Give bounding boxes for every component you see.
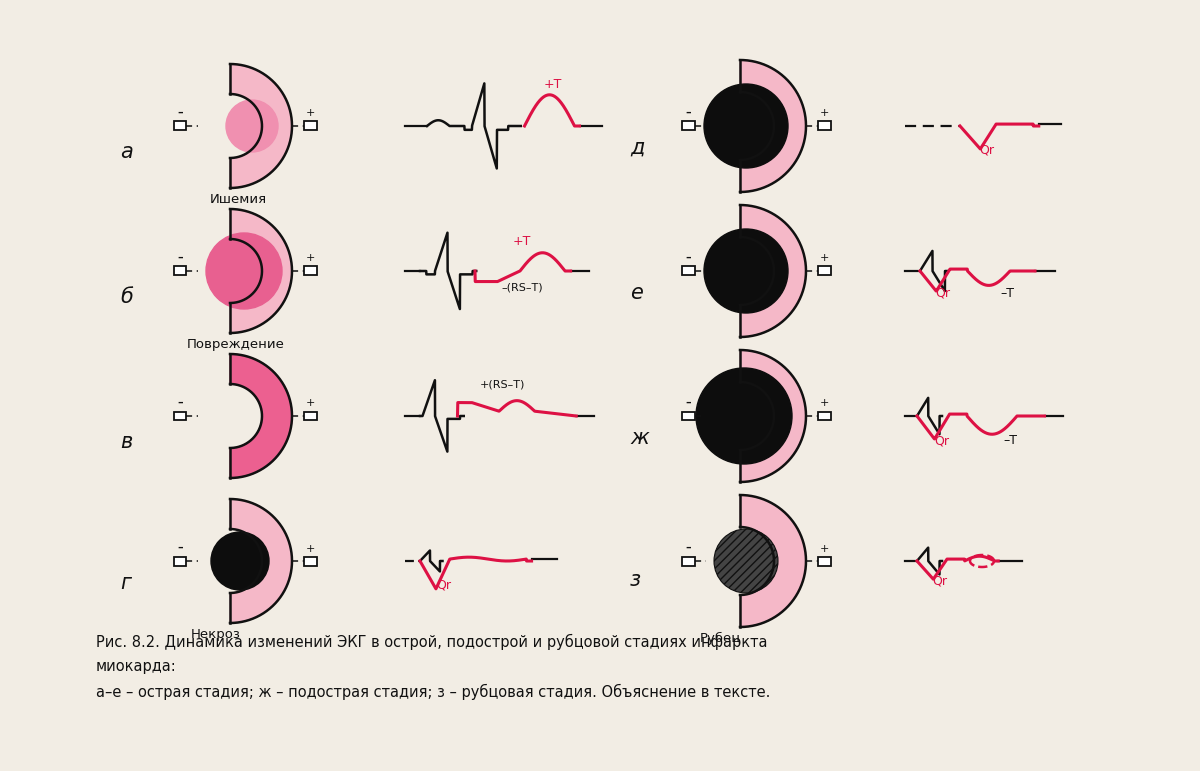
Circle shape [714,529,778,593]
Text: з: з [630,570,641,590]
Text: Qr: Qr [935,287,950,300]
Circle shape [696,368,792,464]
Text: б: б [120,287,133,307]
Circle shape [211,532,269,590]
Text: +: + [305,399,314,409]
FancyBboxPatch shape [817,122,830,130]
Text: г: г [120,573,131,593]
Text: +: + [305,544,314,554]
Polygon shape [740,495,806,627]
Text: Qr: Qr [436,579,451,592]
FancyBboxPatch shape [817,412,830,420]
FancyBboxPatch shape [174,557,186,565]
Text: Ишемия: Ишемия [210,193,266,206]
FancyBboxPatch shape [682,412,695,420]
Text: –: – [178,252,182,262]
Text: –(RS–T): –(RS–T) [502,283,544,293]
Text: ж: ж [630,428,649,448]
Text: –: – [178,107,182,117]
Text: +: + [820,399,829,409]
Text: в: в [120,432,132,452]
Text: Qr: Qr [932,575,947,588]
Polygon shape [740,60,806,192]
Text: –: – [685,107,691,117]
Text: Рис. 8.2. Динамика изменений ЭКГ в острой, подострой и рубцовой стадиях инфаркта: Рис. 8.2. Динамика изменений ЭКГ в остро… [96,635,768,650]
Text: е: е [630,283,643,303]
Text: Повреждение: Повреждение [187,338,284,351]
Polygon shape [230,64,292,188]
Text: +: + [820,254,829,264]
Text: Qr: Qr [935,434,949,447]
Circle shape [206,233,282,309]
Text: –: – [685,252,691,262]
Text: а–е – острая стадия; ж – подострая стадия; з – рубцовая стадия. Объяснение в тек: а–е – острая стадия; ж – подострая стади… [96,684,770,699]
Text: +(RS–T): +(RS–T) [480,380,526,390]
FancyBboxPatch shape [304,412,317,420]
FancyBboxPatch shape [304,267,317,275]
FancyBboxPatch shape [304,122,317,130]
Circle shape [704,84,788,168]
Text: +T: +T [544,78,562,91]
FancyBboxPatch shape [682,267,695,275]
Text: –: – [178,543,182,553]
FancyBboxPatch shape [174,412,186,420]
FancyBboxPatch shape [174,122,186,130]
Text: Рубец: Рубец [700,632,740,645]
Circle shape [704,229,788,313]
FancyBboxPatch shape [174,267,186,275]
FancyBboxPatch shape [304,557,317,565]
Text: +: + [305,254,314,264]
FancyBboxPatch shape [817,267,830,275]
Text: –: – [685,398,691,408]
Text: +: + [820,544,829,554]
Text: д: д [630,138,644,158]
Polygon shape [230,499,292,623]
Text: –T: –T [1001,287,1014,300]
Text: +T: +T [514,235,532,248]
Polygon shape [230,209,292,333]
Text: миокарда:: миокарда: [96,659,176,675]
Text: –T: –T [1003,434,1018,447]
FancyBboxPatch shape [682,122,695,130]
Polygon shape [740,205,806,337]
Polygon shape [740,350,806,482]
Circle shape [226,100,278,152]
Text: а: а [120,142,133,162]
Text: –: – [178,398,182,408]
Text: +: + [820,109,829,119]
Text: Qr: Qr [979,144,995,157]
Text: +: + [305,109,314,119]
Text: Некроз: Некроз [191,628,241,641]
FancyBboxPatch shape [817,557,830,565]
Text: –: – [685,543,691,553]
Polygon shape [230,354,292,478]
FancyBboxPatch shape [682,557,695,565]
